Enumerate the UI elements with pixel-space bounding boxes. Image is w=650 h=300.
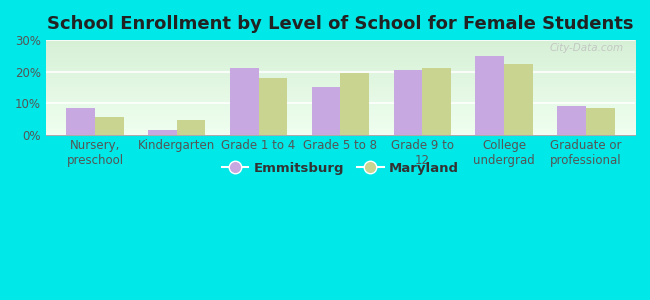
Bar [95,117,124,134]
Bar [504,64,533,134]
Bar [557,106,586,134]
Bar [259,78,287,134]
Bar [586,108,614,134]
Bar [66,108,95,134]
Bar [148,130,177,134]
Bar [475,56,504,134]
Bar [341,73,369,134]
Bar [230,68,259,134]
Text: City-Data.com: City-Data.com [549,43,623,53]
Bar [394,70,422,134]
Title: School Enrollment by Level of School for Female Students: School Enrollment by Level of School for… [47,15,634,33]
Bar [312,87,341,134]
Legend: Emmitsburg, Maryland: Emmitsburg, Maryland [216,156,464,180]
Bar [422,68,451,134]
Bar [177,120,205,134]
